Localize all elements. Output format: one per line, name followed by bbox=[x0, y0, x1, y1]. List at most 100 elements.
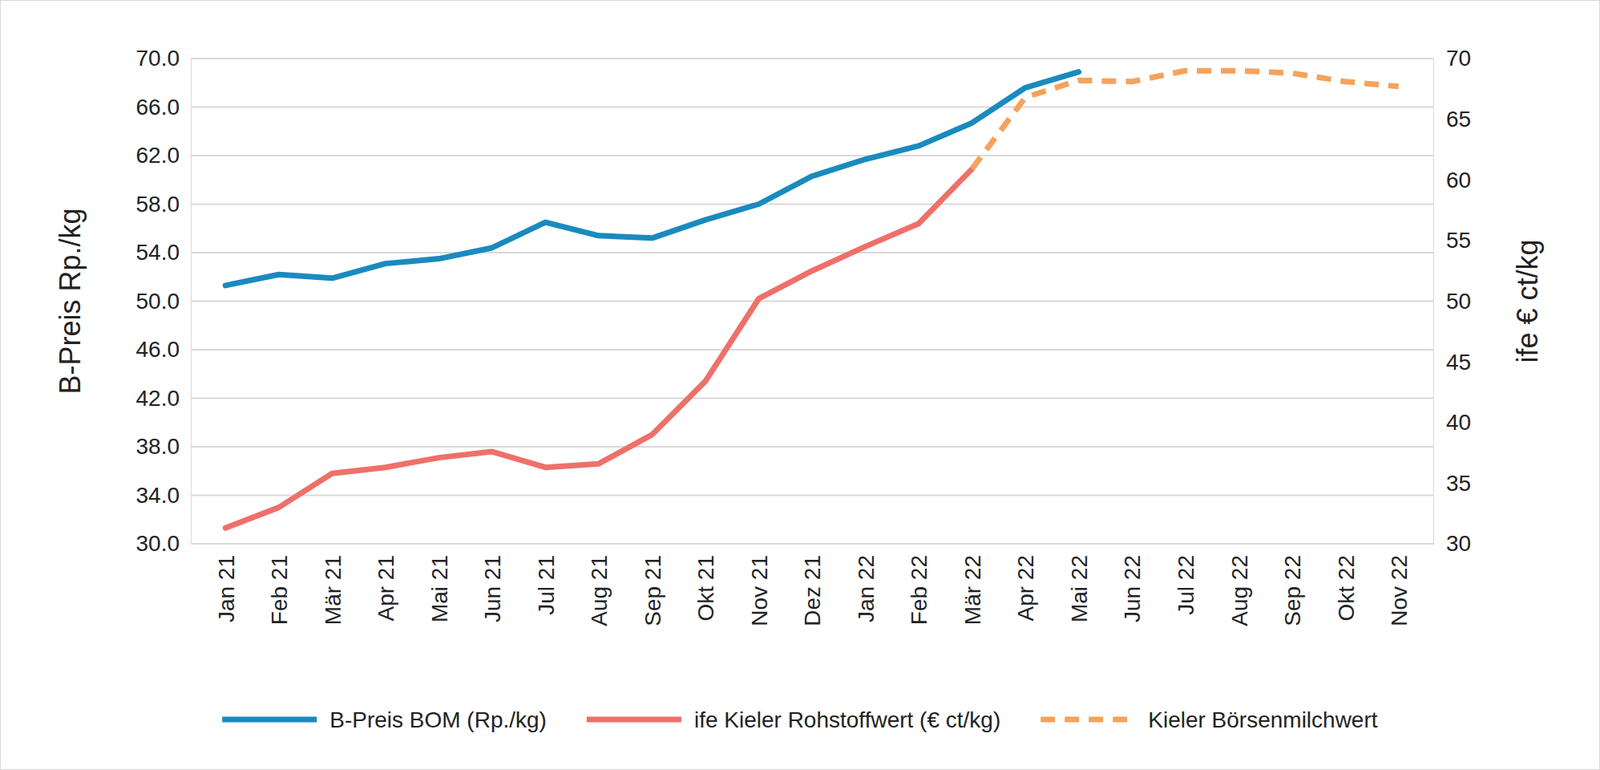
tick-label: Jan 21 bbox=[214, 554, 239, 623]
tick: Jun 22 bbox=[1119, 543, 1145, 623]
background bbox=[0, 0, 1600, 770]
plot: 30.0 34.0 38.0 42.0 46.0 50.0 54.0 58.0 62.0 66.0… bbox=[136, 45, 1472, 626]
tick-label: Jun 21 bbox=[480, 554, 506, 623]
legend-item: ife Kieler Rohstoffwert (€ ct/kg) bbox=[586, 707, 1001, 732]
tick: 42.0 bbox=[136, 385, 192, 411]
grid bbox=[190, 58, 1434, 544]
tick: 70.0 bbox=[136, 45, 192, 71]
tick: Jan 21 bbox=[214, 543, 239, 623]
tick-label: Mär 21 bbox=[320, 554, 346, 625]
legend-item: Kieler Börsenmilchwert bbox=[1040, 707, 1378, 732]
tick-label: Apr 21 bbox=[373, 554, 399, 622]
tick: 34.0 bbox=[136, 482, 192, 508]
grid-line bbox=[190, 154, 1434, 157]
tick-label: 50.0 bbox=[136, 288, 181, 314]
tick-label: 30.0 bbox=[136, 530, 181, 556]
x-axis: Jan 21 Feb 21 Mär 21 Apr 21 Mai 21 Jun 21 Jul … bbox=[191, 543, 1435, 627]
tick-label: 65 bbox=[1446, 106, 1471, 132]
legend: B-Preis BOM (Rp./kg) ife Kieler Rohstoffw… bbox=[222, 707, 1378, 732]
tick: 60 bbox=[1433, 167, 1471, 193]
y2-axis: 30 35 40 45 50 55 60 65 70 bbox=[1433, 45, 1471, 556]
tick-label: 55 bbox=[1446, 227, 1471, 253]
series-line bbox=[225, 72, 1079, 286]
y2-axis-title: ife € ct/kg bbox=[1511, 238, 1544, 363]
tick-label: Feb 22 bbox=[906, 554, 932, 625]
tick: 54.0 bbox=[136, 239, 192, 265]
legend-label: Kieler Börsenmilchwert bbox=[1147, 707, 1378, 732]
tick: Sep 22 bbox=[1280, 543, 1306, 627]
tick: 40 bbox=[1433, 409, 1471, 435]
tick: Aug 21 bbox=[586, 543, 612, 627]
legend-swatch bbox=[586, 716, 682, 723]
grid-line bbox=[190, 542, 1434, 545]
tick-label: Nov 22 bbox=[1386, 554, 1412, 627]
tick-label: 70 bbox=[1446, 45, 1471, 71]
grid-line bbox=[190, 300, 1434, 303]
tick: 30.0 bbox=[136, 530, 192, 556]
tick-label: 50 bbox=[1446, 288, 1471, 314]
tick-label: Mär 22 bbox=[960, 554, 986, 625]
y-axis-title: B-Preis Rp./kg bbox=[53, 207, 87, 394]
grid-line bbox=[190, 203, 1434, 206]
tick: 38.0 bbox=[136, 433, 192, 459]
legend-swatch bbox=[1040, 716, 1136, 723]
tick: 35 bbox=[1433, 470, 1471, 496]
tick: Feb 22 bbox=[906, 543, 932, 625]
tick: 30 bbox=[1433, 530, 1471, 556]
tick: 50.0 bbox=[136, 288, 192, 314]
series-line bbox=[225, 169, 972, 529]
grid-line bbox=[190, 106, 1434, 109]
tick-label: 66.0 bbox=[136, 94, 181, 120]
grid-line bbox=[190, 445, 1434, 448]
tick-label: 35 bbox=[1446, 470, 1471, 496]
tick: Nov 21 bbox=[747, 543, 772, 627]
tick-label: 60 bbox=[1446, 167, 1471, 193]
tick-label: 45 bbox=[1446, 349, 1471, 375]
tick-label: Aug 21 bbox=[586, 554, 612, 627]
tick-label: 46.0 bbox=[136, 336, 181, 362]
grid-line bbox=[190, 494, 1434, 497]
tick: Apr 21 bbox=[373, 543, 399, 622]
tick-label: Okt 22 bbox=[1333, 554, 1359, 621]
tick-label: Apr 22 bbox=[1013, 554, 1039, 622]
tick: Jan 22 bbox=[853, 543, 879, 623]
tick-label: Jan 22 bbox=[853, 554, 879, 623]
tick-label: Feb 21 bbox=[266, 554, 292, 625]
tick: Nov 22 bbox=[1386, 543, 1412, 627]
tick: 66.0 bbox=[136, 94, 192, 120]
tick-label: Jul 22 bbox=[1173, 554, 1199, 615]
grid-line bbox=[190, 348, 1434, 351]
tick-label: 34.0 bbox=[136, 482, 181, 508]
grid-line bbox=[190, 397, 1434, 400]
tick-label: Mai 21 bbox=[427, 554, 453, 623]
tick: Mai 21 bbox=[427, 543, 453, 623]
tick: Mär 21 bbox=[320, 543, 346, 625]
tick: Aug 22 bbox=[1226, 543, 1252, 627]
y2-axis-line bbox=[1433, 59, 1435, 545]
tick-label: 70.0 bbox=[136, 45, 181, 71]
tick: Okt 21 bbox=[693, 543, 719, 621]
tick: Mai 22 bbox=[1066, 543, 1092, 623]
tick-label: Jun 22 bbox=[1119, 554, 1145, 623]
tick-label: 40 bbox=[1446, 409, 1471, 435]
tick-label: Dez 21 bbox=[800, 554, 825, 627]
legend-label: ife Kieler Rohstoffwert (€ ct/kg) bbox=[694, 707, 1001, 732]
legend-swatch bbox=[222, 716, 317, 723]
tick-label: 42.0 bbox=[136, 385, 181, 411]
tick: 62.0 bbox=[136, 142, 192, 168]
tick: Jun 21 bbox=[480, 543, 506, 623]
tick: 45 bbox=[1433, 349, 1471, 375]
tick-label: 54.0 bbox=[136, 239, 181, 265]
series-group bbox=[225, 70, 1399, 528]
tick: Jul 22 bbox=[1173, 543, 1199, 615]
tick-label: Jul 21 bbox=[533, 554, 559, 615]
tick: Sep 21 bbox=[640, 543, 666, 627]
tick-label: Nov 21 bbox=[747, 554, 772, 627]
legend-label: B-Preis BOM (Rp./kg) bbox=[329, 707, 547, 732]
tick: Mär 22 bbox=[960, 543, 986, 625]
tick-label: 58.0 bbox=[136, 191, 181, 217]
tick: Dez 21 bbox=[800, 543, 825, 627]
tick: 58.0 bbox=[136, 191, 192, 217]
grid-line bbox=[190, 57, 1434, 60]
tick: Feb 21 bbox=[266, 543, 292, 625]
